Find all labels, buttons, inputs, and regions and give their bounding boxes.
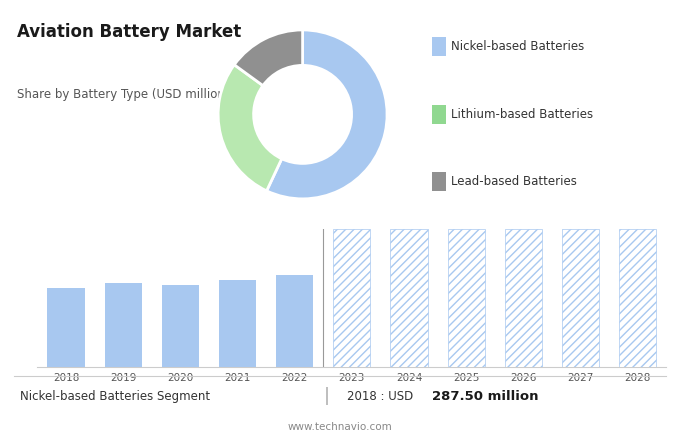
Text: Lithium-based Batteries: Lithium-based Batteries — [451, 108, 593, 121]
Bar — [219, 280, 256, 367]
Bar — [276, 275, 313, 367]
Bar — [105, 283, 141, 367]
Text: Lead-based Batteries: Lead-based Batteries — [451, 176, 577, 188]
Text: |: | — [324, 388, 329, 405]
Wedge shape — [218, 65, 282, 191]
FancyBboxPatch shape — [432, 37, 446, 56]
Text: www.technavio.com: www.technavio.com — [288, 422, 392, 432]
Wedge shape — [267, 30, 387, 199]
Bar — [505, 229, 542, 367]
Bar — [562, 229, 599, 367]
FancyBboxPatch shape — [432, 172, 446, 191]
Bar — [162, 285, 199, 367]
Bar — [447, 229, 485, 367]
Text: 287.50 million: 287.50 million — [432, 390, 539, 403]
Text: Nickel-based Batteries Segment: Nickel-based Batteries Segment — [20, 390, 211, 403]
Text: Nickel-based Batteries: Nickel-based Batteries — [451, 40, 584, 53]
Wedge shape — [234, 30, 303, 86]
Bar — [48, 288, 84, 367]
Text: Aviation Battery Market: Aviation Battery Market — [17, 23, 241, 41]
Bar — [333, 229, 371, 367]
Bar — [619, 229, 656, 367]
Bar — [390, 229, 428, 367]
Text: 2018 : USD: 2018 : USD — [347, 390, 417, 403]
Text: Share by Battery Type (USD million): Share by Battery Type (USD million) — [17, 88, 230, 101]
FancyBboxPatch shape — [432, 105, 446, 124]
